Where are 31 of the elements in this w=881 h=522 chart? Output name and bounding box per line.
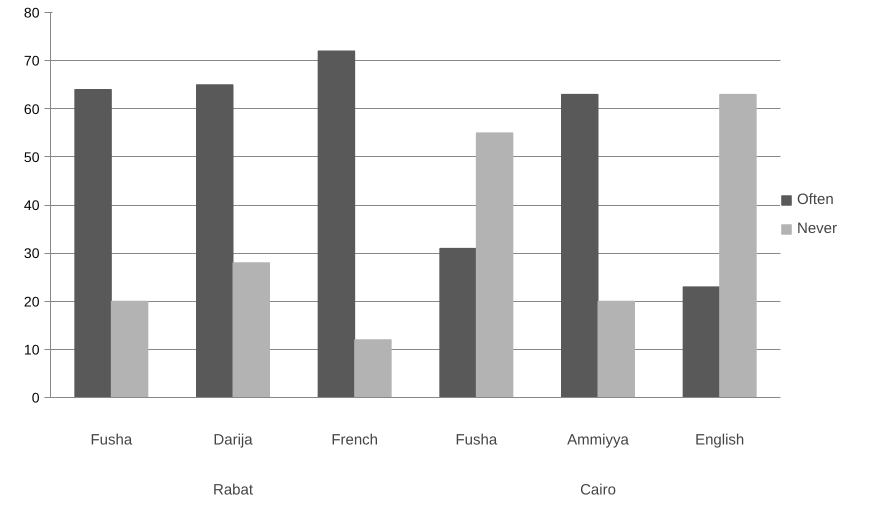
bar — [196, 84, 234, 398]
x-tick-label: English — [695, 432, 744, 448]
y-tick-label: 30 — [24, 245, 40, 262]
text: Rabat — [212, 482, 254, 498]
y-tick-label: 20 — [24, 293, 40, 310]
y-tick-label: 10 — [24, 341, 40, 358]
bar — [74, 89, 112, 398]
y-tick-label: 60 — [24, 100, 40, 117]
bar — [232, 262, 270, 398]
x-tick-label: Darija — [213, 432, 254, 448]
bar — [682, 286, 720, 398]
x-tick-label: French — [331, 432, 378, 448]
legend-label: Often — [797, 191, 834, 208]
bar — [439, 248, 477, 398]
y-tick-label: 0 — [32, 390, 40, 406]
text: Cairo — [580, 482, 616, 498]
bar — [110, 300, 148, 398]
bar — [719, 94, 757, 398]
bar — [561, 94, 598, 398]
y-tick-label: 70 — [24, 52, 40, 69]
bar — [598, 300, 635, 398]
y-tick-label: 50 — [24, 148, 40, 165]
bar — [318, 50, 356, 398]
x-tick-label: Fusha — [90, 432, 133, 448]
bar — [354, 339, 392, 398]
x-tick-label: Ammiyya — [567, 432, 630, 448]
legend-label: Never — [797, 220, 838, 237]
y-tick-label: 40 — [24, 197, 40, 213]
bar — [476, 132, 514, 398]
x-tick-label: Fusha — [455, 432, 498, 448]
y-tick-label: 80 — [24, 4, 40, 20]
